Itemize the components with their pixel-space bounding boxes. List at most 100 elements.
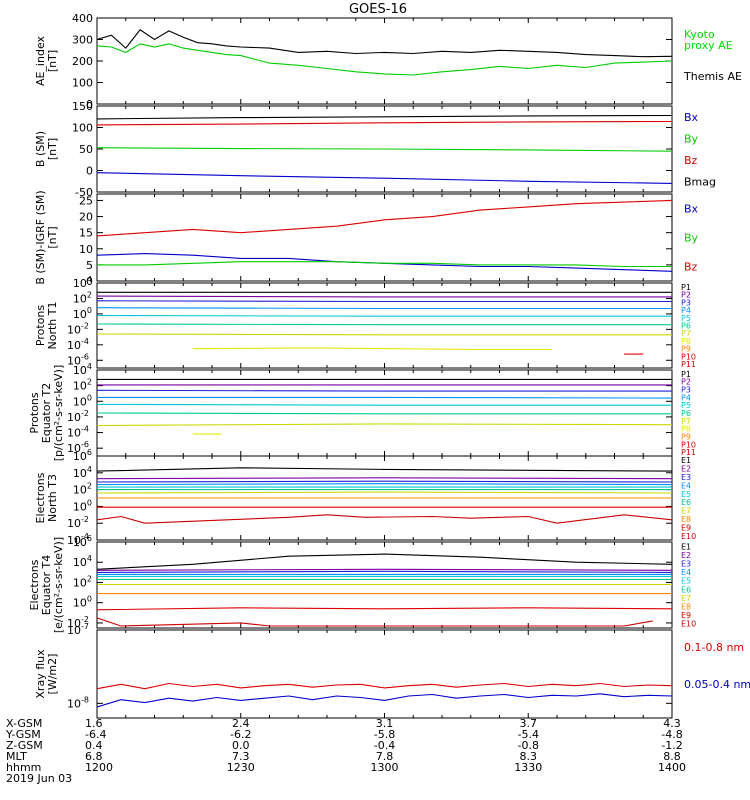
- series-line-kyoto-proxy-ae: [97, 43, 672, 76]
- series-line-themis-ae: [97, 29, 672, 58]
- y-tick-exponent: 6: [87, 534, 92, 543]
- y-tick-label: 10-7: [67, 622, 89, 637]
- legend-entry: E8: [681, 515, 691, 524]
- panel-xray: 10-7 10-8 Xray flux [W/m2] 0.1-0.8 nm 0.05-0.…: [34, 622, 750, 719]
- axis-row-value: 8.3: [520, 750, 538, 763]
- series-line-e4: [97, 483, 672, 486]
- y-tick-exponent: 2: [87, 290, 92, 299]
- legend-entry: E5: [681, 577, 691, 586]
- series-group: [97, 114, 672, 184]
- y-tick-label: 106: [73, 534, 92, 549]
- legend-entry: Bx: [684, 203, 699, 216]
- legend-entry: E8: [681, 603, 691, 612]
- y-tick-exponent: 4: [87, 554, 92, 563]
- axis-row-label: Z-GSM: [6, 739, 43, 752]
- y-tick-label: 10-2: [67, 321, 89, 336]
- legend-entry: E3: [681, 560, 691, 569]
- y-tick-label: 106: [73, 448, 92, 463]
- series-line-e2: [97, 568, 672, 571]
- y-tick-label: 102: [73, 482, 92, 497]
- y-tick-label: 100: [73, 595, 92, 610]
- y-tick-exponent: -2: [81, 409, 89, 418]
- legend-entry: P3: [681, 298, 691, 307]
- panel-bsm: -50 0 50 100 150 B (SM) [nT] Bx By Bz Bmag: [34, 100, 716, 199]
- panel-bigrf: 0 5 10 15 20 25 B (SM)-IGRF (SM) [nT] Bx By Bz: [34, 190, 699, 288]
- axis-row-value: 4.3: [663, 717, 681, 730]
- legend-entry: proxy AE: [684, 39, 733, 52]
- axis-row-value: -4.8: [661, 728, 682, 741]
- legend-entry: Themis AE: [683, 70, 742, 83]
- series-line-p6: [97, 323, 672, 326]
- legend-entry: 0.1-0.8 nm: [684, 641, 744, 654]
- y-tick-exponent: -6: [81, 352, 89, 361]
- axis-row-value: 1230: [227, 761, 255, 774]
- axis-row-value: 1200: [85, 761, 113, 774]
- legend-entry: Bx: [684, 111, 699, 124]
- y-tick-label: 25: [79, 194, 93, 207]
- axis-row-value: 7.3: [232, 750, 250, 763]
- y-tick-exponent: -4: [81, 532, 89, 541]
- legend-entry: 0.05-0.4 nm: [684, 678, 750, 691]
- axis-row-value: 3.1: [376, 717, 394, 730]
- y-axis-label: AE_index: [34, 35, 47, 86]
- y-tick-label: 10-4: [67, 337, 89, 352]
- y-tick-exponent: 4: [87, 275, 92, 284]
- series-line-bx: [97, 253, 672, 272]
- legend-entry: P10: [681, 352, 696, 361]
- series-line-e3: [97, 480, 672, 483]
- legend-entry: E3: [681, 473, 691, 482]
- axis-row-label: hhmm: [6, 761, 41, 774]
- legend-entry: P2: [681, 378, 691, 387]
- series-line-p5: [97, 314, 672, 317]
- legend-entry: E6: [681, 498, 691, 507]
- y-tick-label: 10-4: [67, 425, 89, 440]
- series-line-e1: [97, 467, 672, 472]
- y-tick-exponent: -2: [81, 515, 89, 524]
- y-tick-label: 200: [72, 55, 93, 68]
- y-axis-label: Protons: [28, 392, 41, 433]
- series-line-p4: [97, 396, 672, 399]
- y-tick-exponent: -2: [81, 615, 89, 624]
- y-tick-label: 20: [79, 211, 93, 224]
- axis-row-value: -6.2: [230, 728, 251, 741]
- y-tick-label: 102: [73, 290, 92, 305]
- y-tick-exponent: 0: [87, 595, 92, 604]
- y-tick-label: 50: [79, 143, 93, 156]
- y-axis-label: Xray flux: [34, 649, 47, 699]
- y-tick-exponent: -4: [81, 425, 89, 434]
- axis-row-value: -1.2: [661, 739, 682, 752]
- figure-title: GOES-16: [349, 2, 407, 17]
- y-tick-label: 102: [73, 574, 92, 589]
- axis-row-value: -6.4: [85, 728, 106, 741]
- panel-frame: [96, 17, 673, 105]
- y-tick-exponent: 4: [87, 465, 92, 474]
- axis-row-value: 3.7: [520, 717, 538, 730]
- legend-entry: P7: [681, 417, 691, 426]
- legend-entry: E5: [681, 490, 691, 499]
- y-tick-label: 10: [79, 243, 93, 256]
- series-line-e9: [97, 607, 672, 611]
- series-line-p3: [97, 300, 672, 303]
- y-tick-exponent: 6: [87, 448, 92, 457]
- legend-entry: P2: [681, 291, 691, 300]
- axis-row-value: 7.8: [376, 750, 394, 763]
- y-tick-label: 100: [73, 306, 92, 321]
- legend-entry: E2: [681, 465, 691, 474]
- legend-entry: P8: [681, 337, 691, 346]
- y-tick-exponent: -7: [81, 622, 89, 631]
- series-line-p8: [192, 347, 553, 351]
- y-tick-exponent: -6: [81, 440, 89, 449]
- legend-entry: P5: [681, 401, 691, 410]
- y-axis-label: Protons: [34, 305, 47, 346]
- y-tick-exponent: 0: [87, 393, 92, 402]
- series-line-bx: [97, 172, 672, 184]
- y-tick-exponent: -2: [81, 321, 89, 330]
- y-axis-label: North T1: [46, 302, 59, 350]
- y-tick-label: 0: [86, 98, 93, 111]
- series-group: [97, 682, 672, 708]
